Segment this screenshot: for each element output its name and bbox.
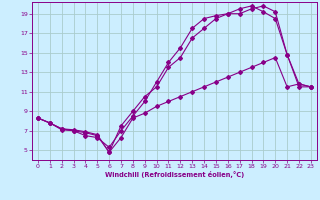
X-axis label: Windchill (Refroidissement éolien,°C): Windchill (Refroidissement éolien,°C)	[105, 171, 244, 178]
